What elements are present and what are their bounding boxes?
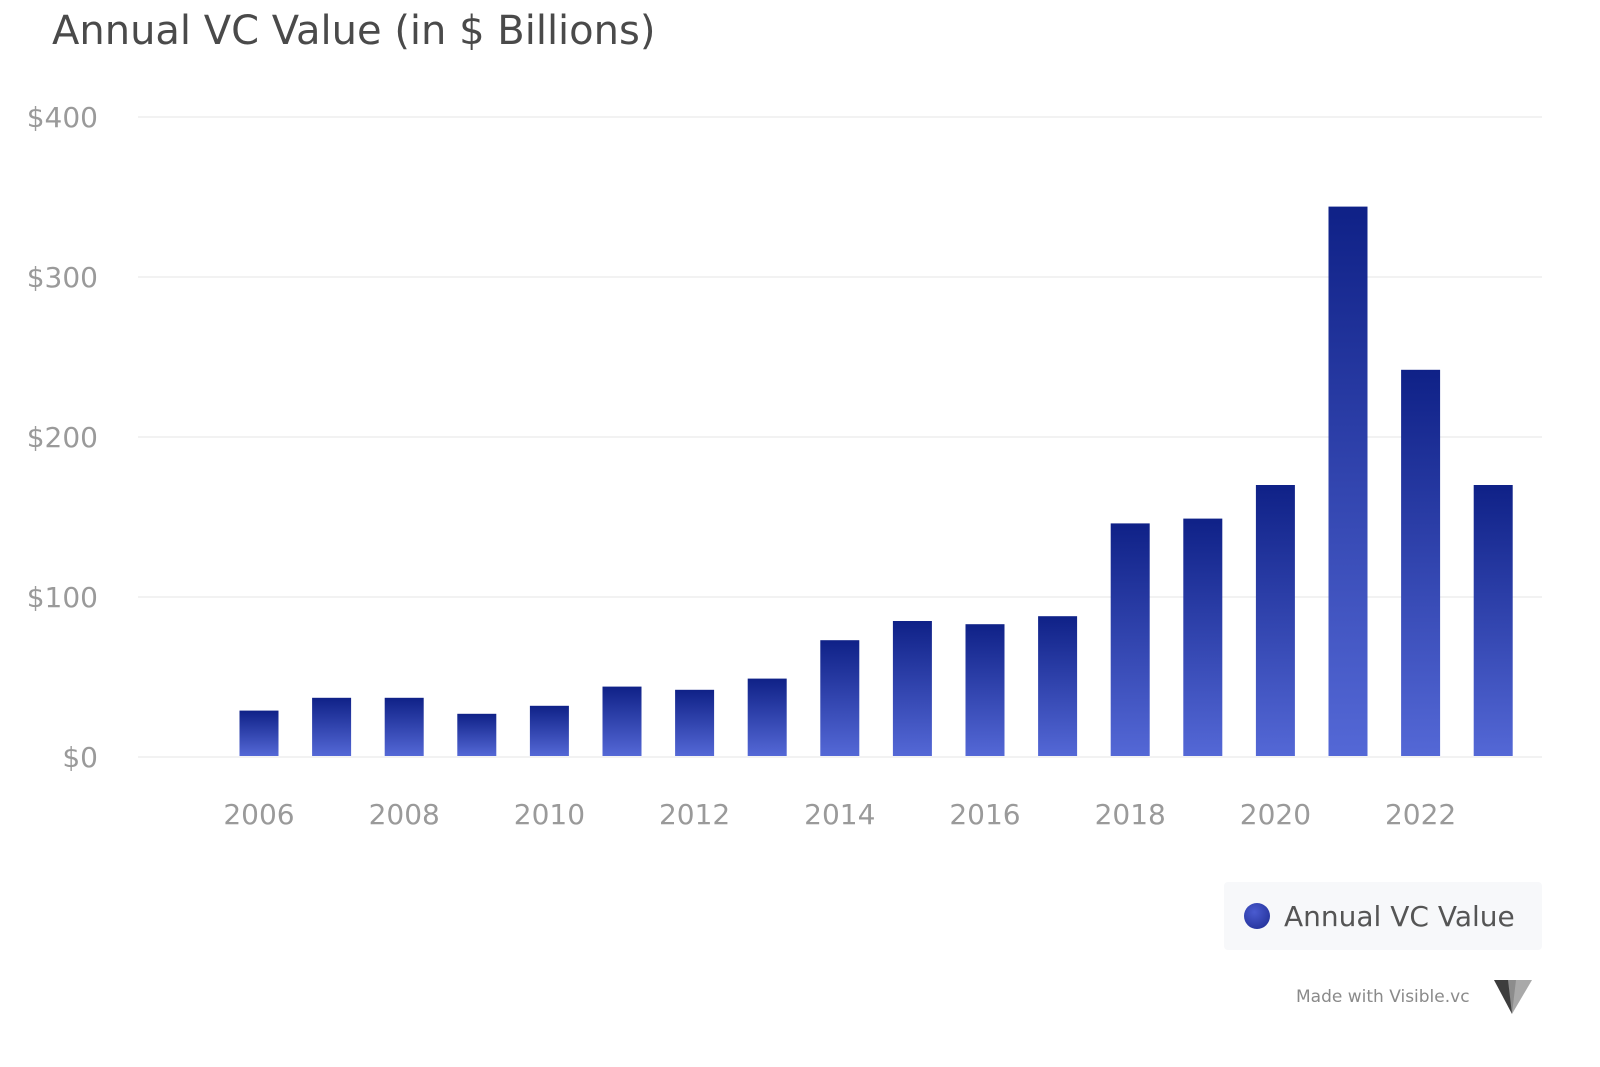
y-tick-label: $400	[27, 101, 98, 134]
chart-title: Annual VC Value (in $ Billions)	[52, 8, 656, 54]
bar-2009[interactable]	[457, 713, 497, 756]
bar-2008[interactable]	[384, 697, 424, 756]
x-tick-label: 2010	[514, 798, 585, 831]
y-tick-label: $100	[27, 581, 98, 614]
y-tick-label: $300	[27, 261, 98, 294]
legend-label: Annual VC Value	[1284, 899, 1515, 933]
bar-2013[interactable]	[747, 678, 787, 756]
x-tick-label: 2020	[1240, 798, 1311, 831]
x-tick-label: 2022	[1385, 798, 1456, 831]
bar-2017[interactable]	[1038, 616, 1078, 756]
bar-2006[interactable]	[239, 710, 279, 756]
legend[interactable]: Annual VC Value	[1224, 882, 1542, 950]
x-tick-label: 2018	[1095, 798, 1166, 831]
bar-2022[interactable]	[1401, 369, 1441, 756]
bar-2019[interactable]	[1183, 518, 1223, 756]
x-axis-ticks: 2006 2008 2010 2012 2014 2016 2018 2020 2022	[223, 798, 1456, 831]
grid-lines	[138, 116, 1542, 758]
bar-2010[interactable]	[529, 705, 569, 756]
bar-2018[interactable]	[1110, 523, 1150, 756]
y-tick-label: $0	[62, 741, 98, 774]
bar-2007[interactable]	[312, 697, 352, 756]
bar-2015[interactable]	[892, 621, 932, 756]
bar-2012[interactable]	[675, 689, 715, 756]
x-tick-label: 2014	[804, 798, 875, 831]
bar-2021[interactable]	[1328, 206, 1368, 757]
y-axis-ticks: $0 $100 $200 $300 $400	[27, 101, 98, 774]
watermark-text[interactable]: Made with Visible.vc	[1296, 987, 1470, 1007]
x-tick-label: 2012	[659, 798, 730, 831]
bar-2014[interactable]	[820, 640, 860, 756]
legend-marker-icon	[1244, 903, 1270, 929]
bar-2016[interactable]	[965, 624, 1005, 756]
x-tick-label: 2016	[949, 798, 1020, 831]
bar-2023[interactable]	[1473, 485, 1513, 756]
x-tick-label: 2008	[369, 798, 440, 831]
x-tick-label: 2006	[223, 798, 294, 831]
bar-2020[interactable]	[1255, 485, 1295, 756]
bars	[239, 206, 1513, 757]
y-tick-label: $200	[27, 421, 98, 454]
bar-2011[interactable]	[602, 686, 642, 756]
visible-logo-icon	[1494, 980, 1532, 1014]
